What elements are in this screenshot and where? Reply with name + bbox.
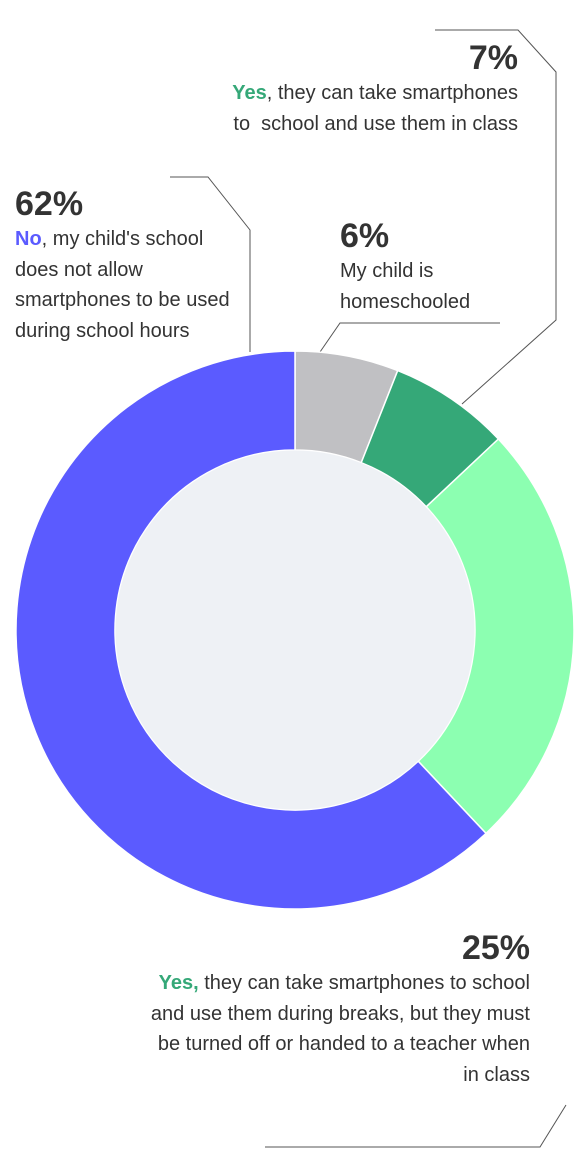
label-text: My child is homeschooled [340,260,471,313]
percent-label: 7% [468,39,518,77]
category-label: My child is homeschooled [340,256,540,317]
donut-segment [417,437,575,835]
segment-label: 25% Yes, they can take smartphones to sch… [150,928,530,1090]
highlight: Yes [232,82,267,104]
leader-line [435,29,557,405]
label-text: , they can take smartphones to school an… [233,82,524,135]
label-text: they can take smartphones to school and … [150,972,536,1086]
category-label: No, my child's school does not allow sma… [15,224,240,346]
segment-label: 6% My child is homeschooled [340,216,540,317]
category-label: Yes, they can take smartphones to school… [150,968,530,1090]
category-label: Yes, they can take smartphones to school… [228,78,518,139]
leader-lines [170,29,567,1148]
percent-label: 62% [15,185,84,223]
percent-label: 6% [340,217,390,255]
highlight: No [15,228,42,250]
label-text: , my child's school does not allow smart… [15,228,236,342]
leader-line [265,1104,567,1148]
leader-line [319,322,500,353]
donut-segment [15,350,488,910]
leader-line [170,176,251,352]
percent-label: 25% [461,929,530,967]
segment-label: 62% No, my child's school does not allow … [15,184,240,346]
segment-label: 7% Yes, they can take smartphones to scho… [228,38,518,139]
highlight: Yes, [158,972,199,994]
donut-hole [115,450,475,810]
